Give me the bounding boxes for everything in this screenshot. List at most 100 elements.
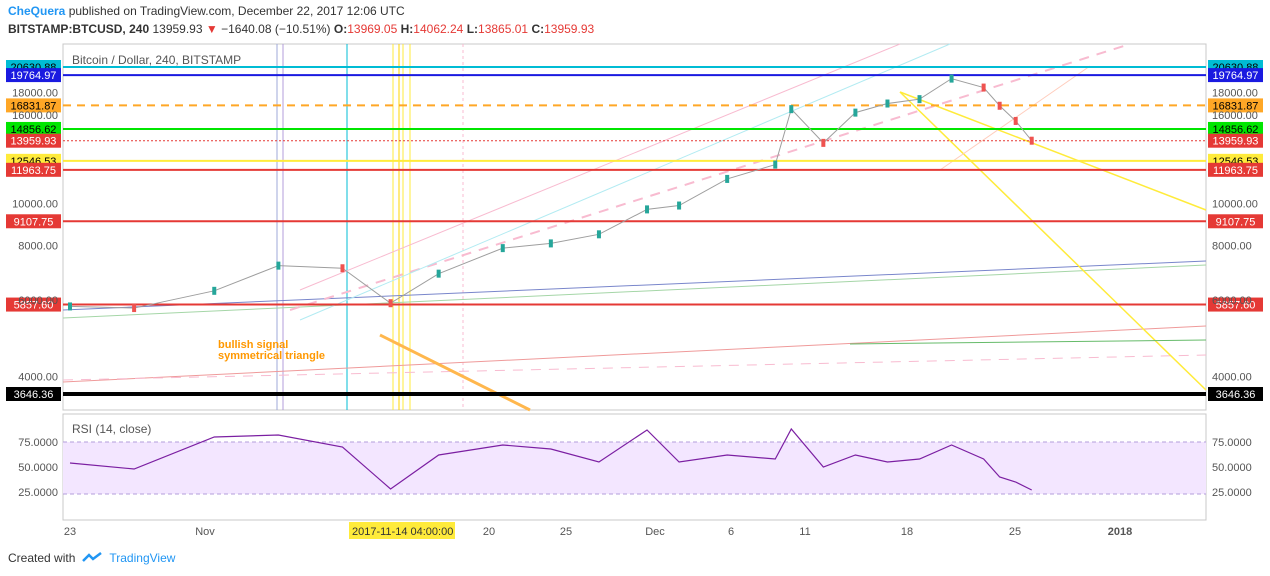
published-text: published on TradingView.com, December 2…: [68, 4, 405, 18]
price-candle: [645, 205, 650, 214]
y-tick-label-left: 18000.00: [12, 88, 58, 100]
price-level-label-right: 19764.97: [1213, 70, 1259, 82]
price-level-label-right: 16831.87: [1213, 100, 1259, 112]
y-tick-label-right: 6000.00: [1212, 295, 1252, 307]
trend-lines: [62, 43, 1207, 412]
price-level-badge: [6, 297, 61, 312]
x-tick-label: 6: [728, 526, 734, 538]
rsi-chart-title: RSI (14, close): [72, 422, 151, 436]
high-label: H:: [400, 22, 414, 36]
price-candle: [340, 264, 345, 273]
price-level-badge: [1208, 387, 1263, 401]
price-level-label-left: 14856.62: [11, 124, 57, 136]
price-candle: [436, 269, 441, 278]
price-level-label-right: 3646.36: [1216, 389, 1256, 401]
author-name[interactable]: CheQuera: [8, 4, 66, 18]
rsi-tick-label-right: 75.0000: [1212, 437, 1252, 449]
y-tick-label-right: 16000.00: [1212, 110, 1258, 122]
low-label: L:: [466, 22, 479, 36]
high-value: 14062.24: [413, 22, 464, 36]
rsi-tick-label-left: 75.0000: [18, 437, 58, 449]
price-candle: [725, 174, 730, 183]
rsi-tick-label-left: 25.0000: [18, 487, 58, 499]
created-with-text: Created with: [8, 551, 76, 565]
price-candle: [276, 261, 281, 270]
price-level-badge: [1208, 98, 1263, 113]
price-level-label-left: 13959.93: [11, 136, 57, 148]
price-candle: [212, 286, 217, 295]
price-candle: [997, 101, 1002, 110]
x-tick-label: 11: [799, 526, 810, 538]
price-level-label-left: 16831.87: [11, 100, 57, 112]
price-level-badge: [1208, 162, 1263, 177]
price-level-label-left: 9107.75: [14, 216, 54, 228]
open-value: 13969.05: [347, 22, 398, 36]
x-tick-label: 2018: [1108, 526, 1132, 538]
price-level-badge: [6, 98, 61, 113]
y-axis-ticks: 4000.00 4000.00 6000.00 6000.00 8000.00 8000.…: [12, 88, 1258, 384]
price-level-badge: [1208, 297, 1263, 312]
x-tick-label: Dec: [645, 526, 665, 538]
open-label: O:: [333, 22, 348, 36]
rsi-axis-ticks: 75.0000 75.0000 50.0000 50.0000 25.0000 25.00…: [18, 437, 1252, 499]
rsi-line-group[interactable]: [69, 427, 1032, 491]
rsi-tick-label-right: 50.0000: [1212, 462, 1252, 474]
x-tick-label: 23: [64, 526, 76, 538]
close-label: C:: [531, 22, 545, 36]
tradingview-link[interactable]: TradingView: [109, 551, 176, 565]
y-tick-label-left: 8000.00: [18, 241, 58, 253]
x-tick-label: 20: [483, 526, 495, 538]
price-candle: [548, 239, 553, 248]
rsi-tick-label-right: 25.0000: [1212, 487, 1252, 499]
price-chart-title: Bitcoin / Dollar, 240, BITSTAMP: [72, 53, 241, 67]
rsi-line: [69, 427, 1032, 491]
price-level-label-left: 19764.97: [11, 70, 57, 82]
price-candle: [388, 299, 393, 308]
y-tick-label-right: 4000.00: [1212, 372, 1252, 384]
price-level-label-left: 5857.60: [14, 300, 54, 312]
publish-info: CheQuera published on TradingView.com, D…: [8, 4, 405, 18]
price-candle: [949, 74, 954, 83]
x-tick-label: 18: [901, 526, 913, 538]
price-candle: [500, 244, 505, 253]
price-level-label-right: 13959.93: [1213, 136, 1259, 148]
price-level-badge: [6, 68, 61, 83]
price-level-badge: [6, 162, 61, 177]
y-tick-label-right: 8000.00: [1212, 241, 1252, 253]
price-line: [69, 78, 1033, 309]
price-candle: [677, 201, 682, 210]
price-level-badge: [6, 387, 61, 401]
low-value: 13865.01: [478, 22, 529, 36]
x-tick-label: 25: [560, 526, 572, 538]
rsi-band: [63, 442, 1206, 494]
price-candle: [981, 83, 986, 92]
price-level-badge: [1208, 133, 1263, 148]
price-candle: [917, 95, 922, 104]
last-price: 13959.93: [152, 22, 203, 36]
price-level-badge: [6, 214, 61, 229]
price-candle: [132, 304, 137, 313]
symbol-info: BITSTAMP:BTCUSD, 240 13959.93 ▼ −1640.08…: [8, 22, 594, 36]
price-candle: [821, 138, 826, 147]
price-level-label-right: 5857.60: [1216, 300, 1256, 312]
y-tick-label-left: 6000.00: [18, 295, 58, 307]
price-candle: [596, 230, 601, 239]
price-candles[interactable]: [68, 74, 1034, 313]
annotation-date-box: [349, 522, 455, 539]
price-candle: [1029, 136, 1034, 145]
y-tick-label-right: 10000.00: [1212, 199, 1258, 211]
price-candle: [885, 99, 890, 108]
y-tick-label-left: 10000.00: [12, 199, 58, 211]
price-level-badge: [6, 121, 61, 136]
y-tick-label-right: 18000.00: [1212, 88, 1258, 100]
price-candle: [68, 302, 72, 311]
footer: Created with TradingView: [8, 551, 175, 565]
x-axis-ticks: 23 Nov 20 25 Dec 6 11 18 25 2018: [64, 526, 1132, 538]
annotation-triangle: symmetrical triangle: [218, 350, 325, 362]
x-tick-label: Nov: [195, 526, 215, 538]
annotation-date: 2017-11-14 04:00:00: [352, 526, 453, 538]
price-level-label-left: 3646.36: [14, 389, 54, 401]
price-candle: [1013, 116, 1018, 125]
